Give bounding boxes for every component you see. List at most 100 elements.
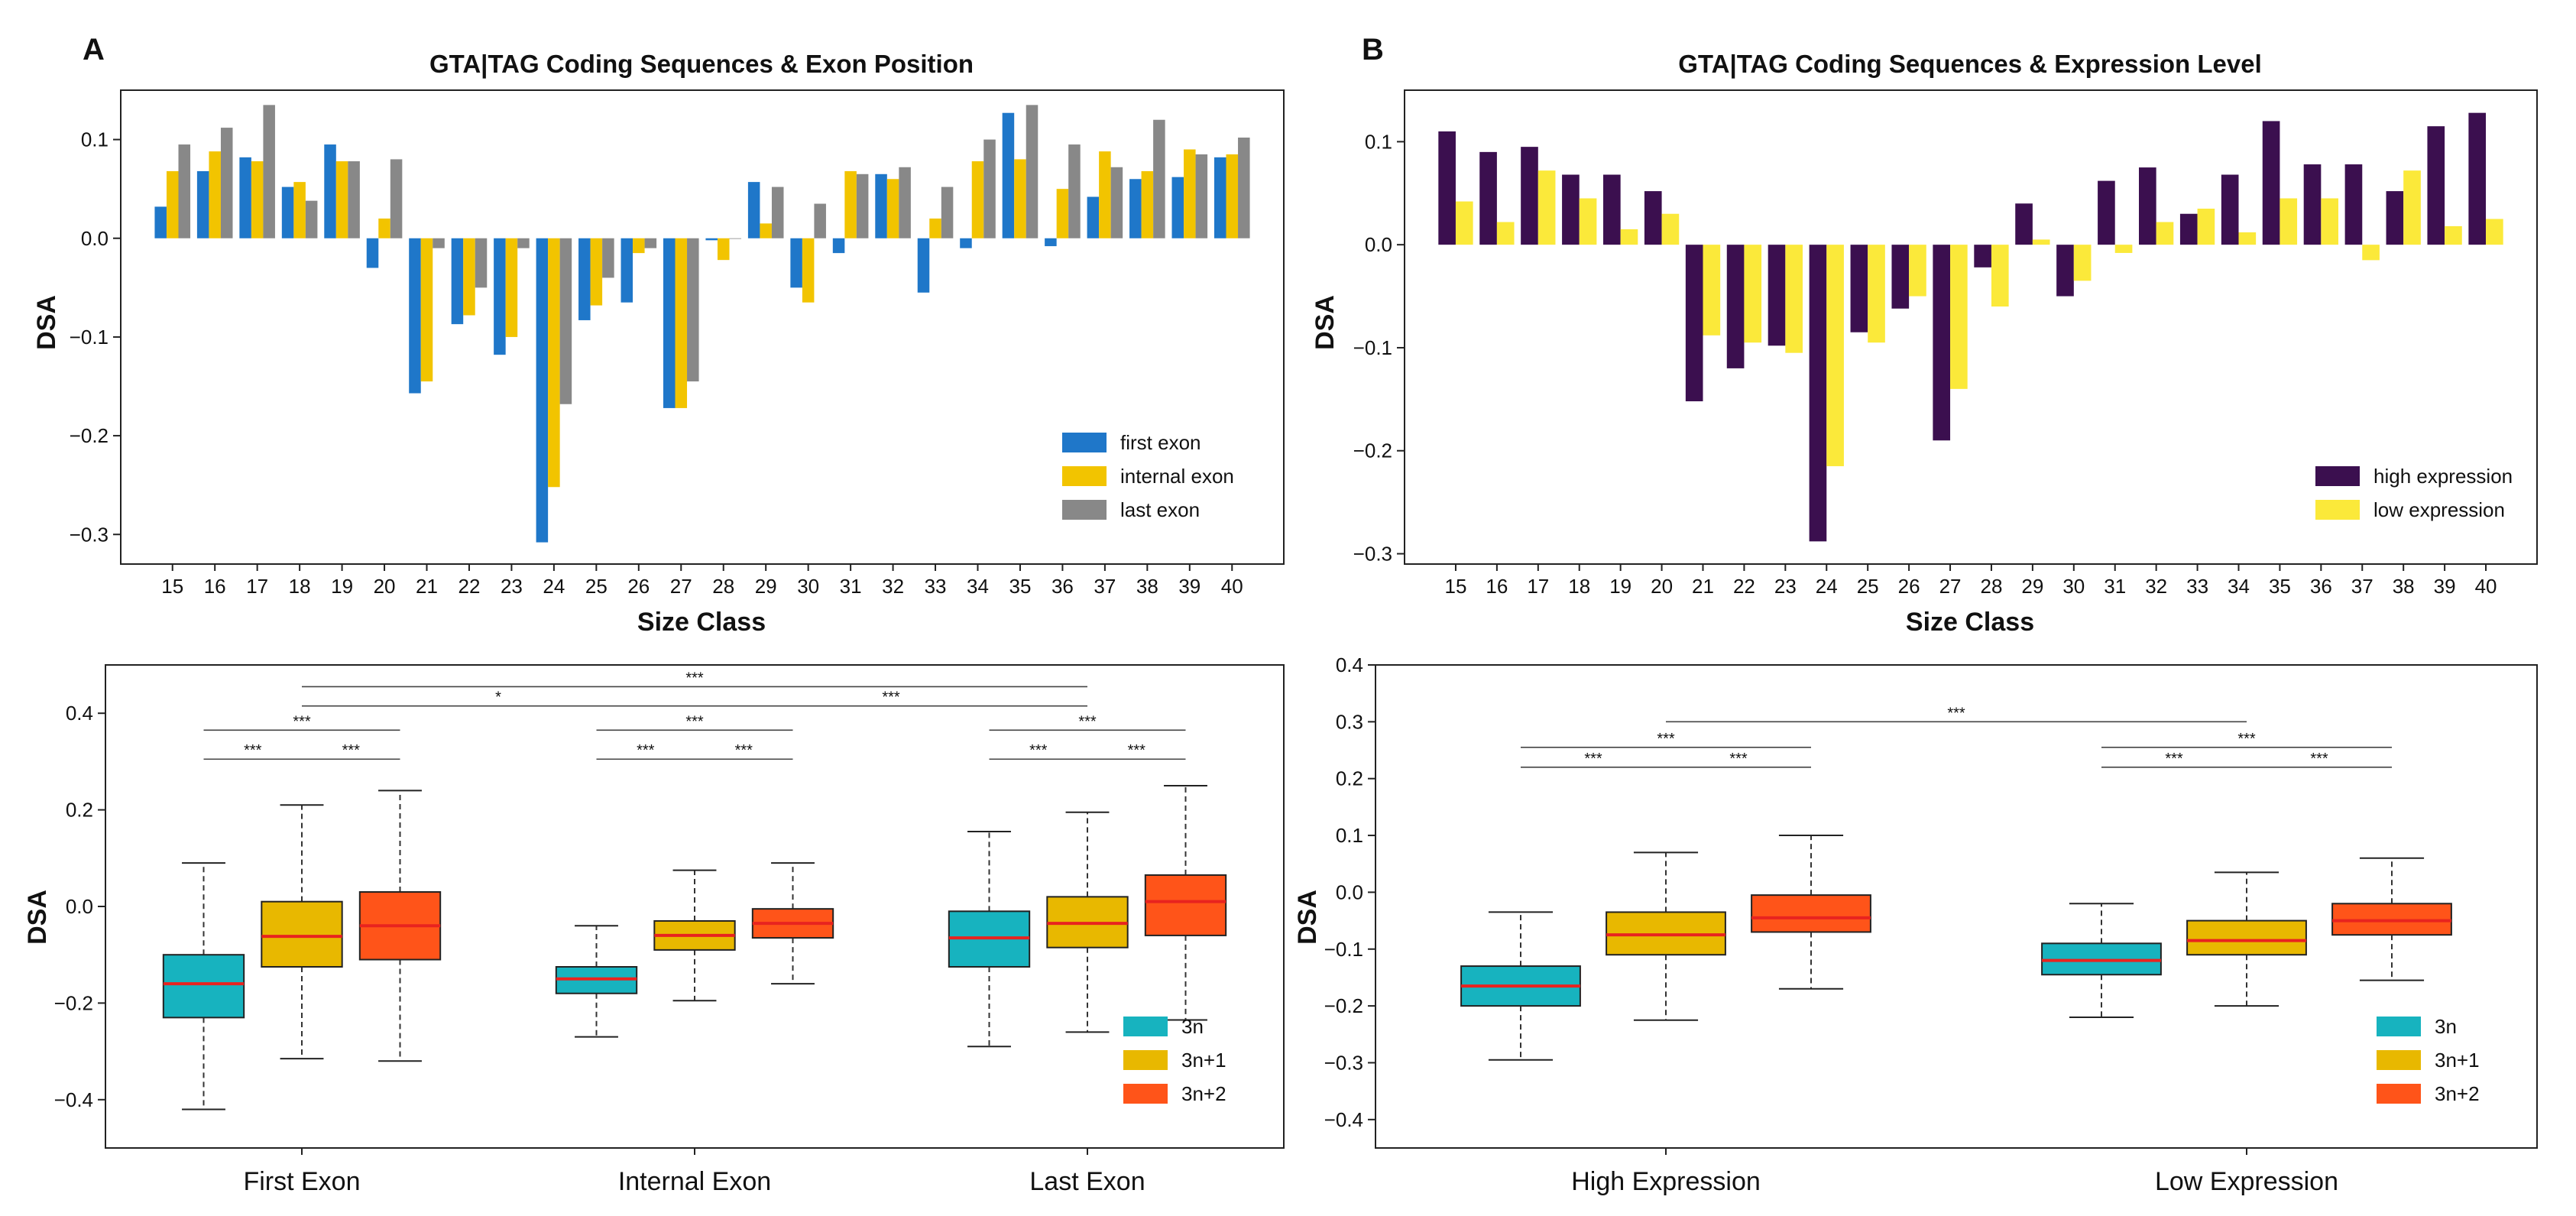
panel-b-box-significance-label: *** <box>1657 731 1675 747</box>
panel-a-y-tick-label: 0.1 <box>81 128 109 151</box>
panel-a-box-significance-label: *** <box>685 670 704 686</box>
panel-b-box-legend-swatch <box>2377 1017 2421 1036</box>
panel-b-x-tick-label: 20 <box>1651 575 1673 598</box>
panel-b-bar <box>2280 198 2298 245</box>
panel-b-box-x-tick-label: High Expression <box>1571 1167 1761 1196</box>
panel-b-x-tick-label: 28 <box>1981 575 2003 598</box>
panel-b-x-tick-label: 39 <box>2434 575 2456 598</box>
panel-b-box-legend-label: 3n+1 <box>2435 1049 2480 1072</box>
panel-a-bar <box>814 203 826 238</box>
panel-b-box-y-tick-label: 0.3 <box>1336 710 1363 733</box>
panel-b-bar <box>2238 232 2257 245</box>
panel-b-box-box <box>1751 894 1871 933</box>
panel-a-x-tick-label: 27 <box>670 575 692 598</box>
panel-a-bar <box>1068 144 1081 238</box>
panel-b-bar <box>1891 245 1910 309</box>
panel-a-bar <box>971 161 984 238</box>
panel-b-bar <box>1974 245 1991 268</box>
panel-a-bar <box>663 238 676 408</box>
panel-b-bar <box>1562 174 1580 245</box>
panel-a-bar <box>578 238 591 320</box>
panel-a-bar <box>420 238 433 382</box>
panel-a-bar <box>390 159 403 238</box>
panel-b-bar <box>2303 164 2322 245</box>
panel-a-box-x-ticks: First Exon Internal Exon Last Exon <box>243 1148 1145 1196</box>
panel-b-x-tick-label: 37 <box>2351 575 2373 598</box>
panel-b-box-legend-swatch <box>2377 1084 2421 1104</box>
panel-a-bar <box>1171 177 1184 238</box>
panel-a-bar <box>729 238 742 239</box>
panel-a-bar <box>1099 151 1111 238</box>
panel-b-box-x-tick-label: Low Expression <box>2155 1167 2338 1196</box>
panel-b-bar <box>2032 239 2050 245</box>
panel-b-bar <box>1644 191 1662 245</box>
panel-a-y-tick-label: 0.0 <box>81 227 109 250</box>
panel-b-box-box <box>2186 919 2307 956</box>
panel-a-box-y-tick-label: 0.0 <box>66 895 93 918</box>
panel-a-bar <box>1014 159 1026 238</box>
panel-a-bar <box>366 238 379 268</box>
panel-a-bar <box>717 238 730 261</box>
panel-b-x-tick-label: 18 <box>1568 575 1590 598</box>
panel-b-legend-label: high expression <box>2373 465 2513 488</box>
panel-a-x-tick-label: 22 <box>458 575 481 598</box>
panel-b-x-ticks: 15 16 17 18 19 20 21 22 23 24 25 26 27 28 29 30 31 32 33 34… <box>1445 564 2497 598</box>
panel-b-bar <box>1768 245 1786 346</box>
panel-a-bar <box>324 144 336 238</box>
panel-a-plot-frame <box>120 89 1285 565</box>
panel-a-x-axis-label: Size Class <box>637 608 766 637</box>
panel-b-box-legend-swatch <box>2377 1050 2421 1070</box>
panel-a-bar <box>239 157 251 238</box>
panel-a-bar <box>1153 119 1165 238</box>
panel-b-bar <box>2056 245 2074 297</box>
panel-a-box-significance-label: *** <box>685 713 704 730</box>
panel-a-box-y-tick-label: 0.2 <box>66 799 93 822</box>
panel-b-x-axis-label: Size Class <box>1906 608 2034 637</box>
panel-b-x-tick-label: 32 <box>2145 575 2167 598</box>
panel-a-x-tick-label: 29 <box>755 575 777 598</box>
panel-b-x-tick-label: 27 <box>1939 575 1962 598</box>
panel-a-bar <box>209 151 221 238</box>
panel-b-bar <box>1521 147 1538 245</box>
panel-a-box-significance-label: *** <box>244 742 262 759</box>
panel-a-y-axis-label: DSA <box>32 295 61 350</box>
panel-b-plot-frame <box>1404 89 2538 565</box>
panel-b-x-tick-label: 25 <box>1857 575 1879 598</box>
panel-b-bar <box>2362 245 2380 261</box>
panel-b-bar <box>1809 245 1827 542</box>
panel-a-bar <box>166 170 179 238</box>
panel-a-x-tick-label: 23 <box>501 575 523 598</box>
panel-b-bar <box>2073 245 2092 281</box>
panel-b-x-tick-label: 17 <box>1527 575 1549 598</box>
panel-a-bar <box>899 167 911 238</box>
panel-b-x-tick-label: 35 <box>2269 575 2291 598</box>
panel-b-bar <box>2098 180 2115 245</box>
panel-a-bar <box>875 173 887 238</box>
panel-a-bar <box>251 161 264 238</box>
panel-a-bar <box>771 186 784 238</box>
panel-a-box-significance-label: *** <box>637 742 655 759</box>
panel-a-box-legend-label: 3n <box>1181 1015 1204 1038</box>
panel-a-x-tick-label: 39 <box>1178 575 1201 598</box>
panel-a-box-legend-swatch <box>1123 1017 1168 1036</box>
panel-b-bar <box>1620 229 1638 245</box>
panel-b-bar <box>1537 170 1556 245</box>
panel-a-box-y-axis-label: DSA <box>23 890 52 945</box>
panel-a-bar <box>281 186 294 238</box>
panel-b-bar <box>1909 245 1926 297</box>
panel-a-bar <box>220 128 233 238</box>
panel-a-bar <box>802 238 815 303</box>
panel-b-x-tick-label: 19 <box>1609 575 1631 598</box>
panel-b-bar <box>1661 213 1680 245</box>
panel-a-box-significance-label: *** <box>735 742 753 759</box>
panel-b-x-tick-label: 30 <box>2062 575 2085 598</box>
panel-b-bar <box>1826 245 1844 466</box>
panel-b-x-tick-label: 34 <box>2228 575 2250 598</box>
panel-a-box-y-ticks: 0.4 0.2 0.0 −0.2 −0.4 <box>54 702 105 1111</box>
panel-a-bar <box>790 238 802 288</box>
panel-a-x-tick-label: 19 <box>331 575 353 598</box>
panel-b-bar <box>2386 191 2404 245</box>
panel-a-bar <box>305 200 318 238</box>
panel-b-box-y-tick-label: −0.2 <box>1324 994 1363 1017</box>
panel-b-y-tick-label: 0.1 <box>1365 130 1392 153</box>
